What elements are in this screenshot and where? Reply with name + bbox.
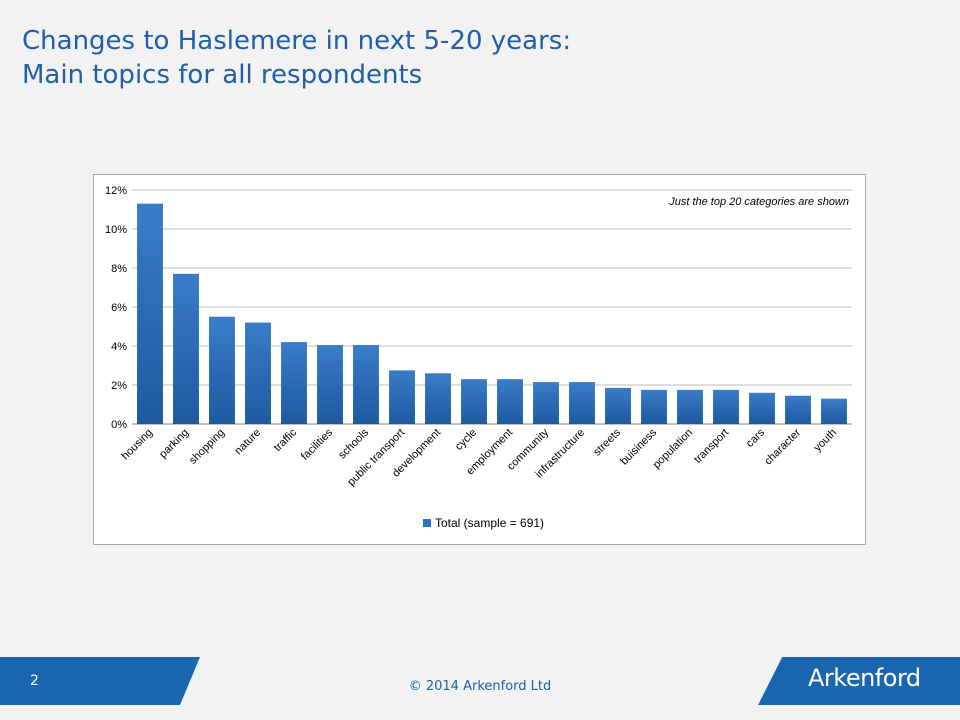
slide-title: Changes to Haslemere in next 5-20 years:… (22, 24, 571, 92)
x-tick-label: traffic (272, 426, 300, 454)
bar-public-transport (389, 370, 415, 424)
x-tick-label: cars (744, 426, 768, 450)
bar-employment (497, 379, 523, 424)
x-tick-label: housing (119, 427, 155, 463)
bar-parking (173, 273, 199, 424)
bar-facilities (317, 345, 343, 424)
x-tick-label: schools (336, 426, 371, 461)
y-tick-label: 6% (111, 302, 127, 314)
bar-cycle (461, 379, 487, 424)
bar-community (533, 382, 559, 424)
y-tick-label: 4% (111, 341, 127, 353)
bar-housing (137, 203, 163, 424)
bar-population (677, 389, 703, 424)
x-tick-label: character (762, 426, 803, 467)
legend-swatch (423, 519, 431, 527)
y-tick-label: 2% (111, 380, 127, 392)
x-tick-label: nature (233, 427, 264, 458)
chart-frame: 0% 2% 4% 6% 8% 10% 12% housing parking shopping n… (93, 174, 866, 545)
bar-shopping (209, 316, 235, 424)
legend: Total (sample = 691) (423, 516, 544, 530)
x-tick-label: shopping (187, 427, 227, 467)
y-axis-ticks: 0% 2% 4% 6% 8% 10% 12% (105, 185, 127, 431)
bar-streets (605, 387, 631, 424)
bar-traffic (281, 342, 307, 424)
bar-schools (353, 345, 379, 424)
gridlines (132, 189, 852, 425)
x-tick-label: transport (692, 427, 731, 466)
bar-cars (749, 392, 775, 424)
y-tick-label: 12% (105, 185, 127, 197)
page-number: 2 (30, 673, 39, 689)
footer-left-band (0, 657, 200, 705)
copyright-text: © 2014 Arkenford Ltd (408, 679, 552, 694)
x-tick-label: facilities (299, 426, 336, 463)
y-tick-label: 0% (111, 419, 127, 431)
y-tick-label: 10% (105, 224, 127, 236)
bar-transport (713, 389, 739, 424)
bar-buisiness (641, 389, 667, 424)
slide-title-line2: Main topics for all respondents (22, 60, 423, 90)
bar-youth (821, 398, 847, 424)
bar-infrastructure (569, 382, 595, 424)
bar-nature (245, 322, 271, 424)
footer-right-band (758, 657, 960, 705)
x-tick-label: cycle (453, 427, 479, 453)
bar-character (785, 395, 811, 424)
legend-label: Total (sample = 691) (435, 516, 544, 530)
slide-title-line1: Changes to Haslemere in next 5-20 years: (22, 26, 572, 56)
x-tick-label: parking (157, 427, 191, 461)
x-tick-label: population (651, 427, 695, 471)
x-tick-label: youth (812, 427, 840, 455)
y-tick-label: 8% (111, 263, 127, 275)
bar-development (425, 373, 451, 424)
bars (137, 203, 847, 424)
chart-annotation: Just the top 20 categories are shown (668, 196, 849, 208)
x-tick-label: streets (591, 426, 623, 458)
arkenford-logo: Arkenford (808, 664, 921, 692)
